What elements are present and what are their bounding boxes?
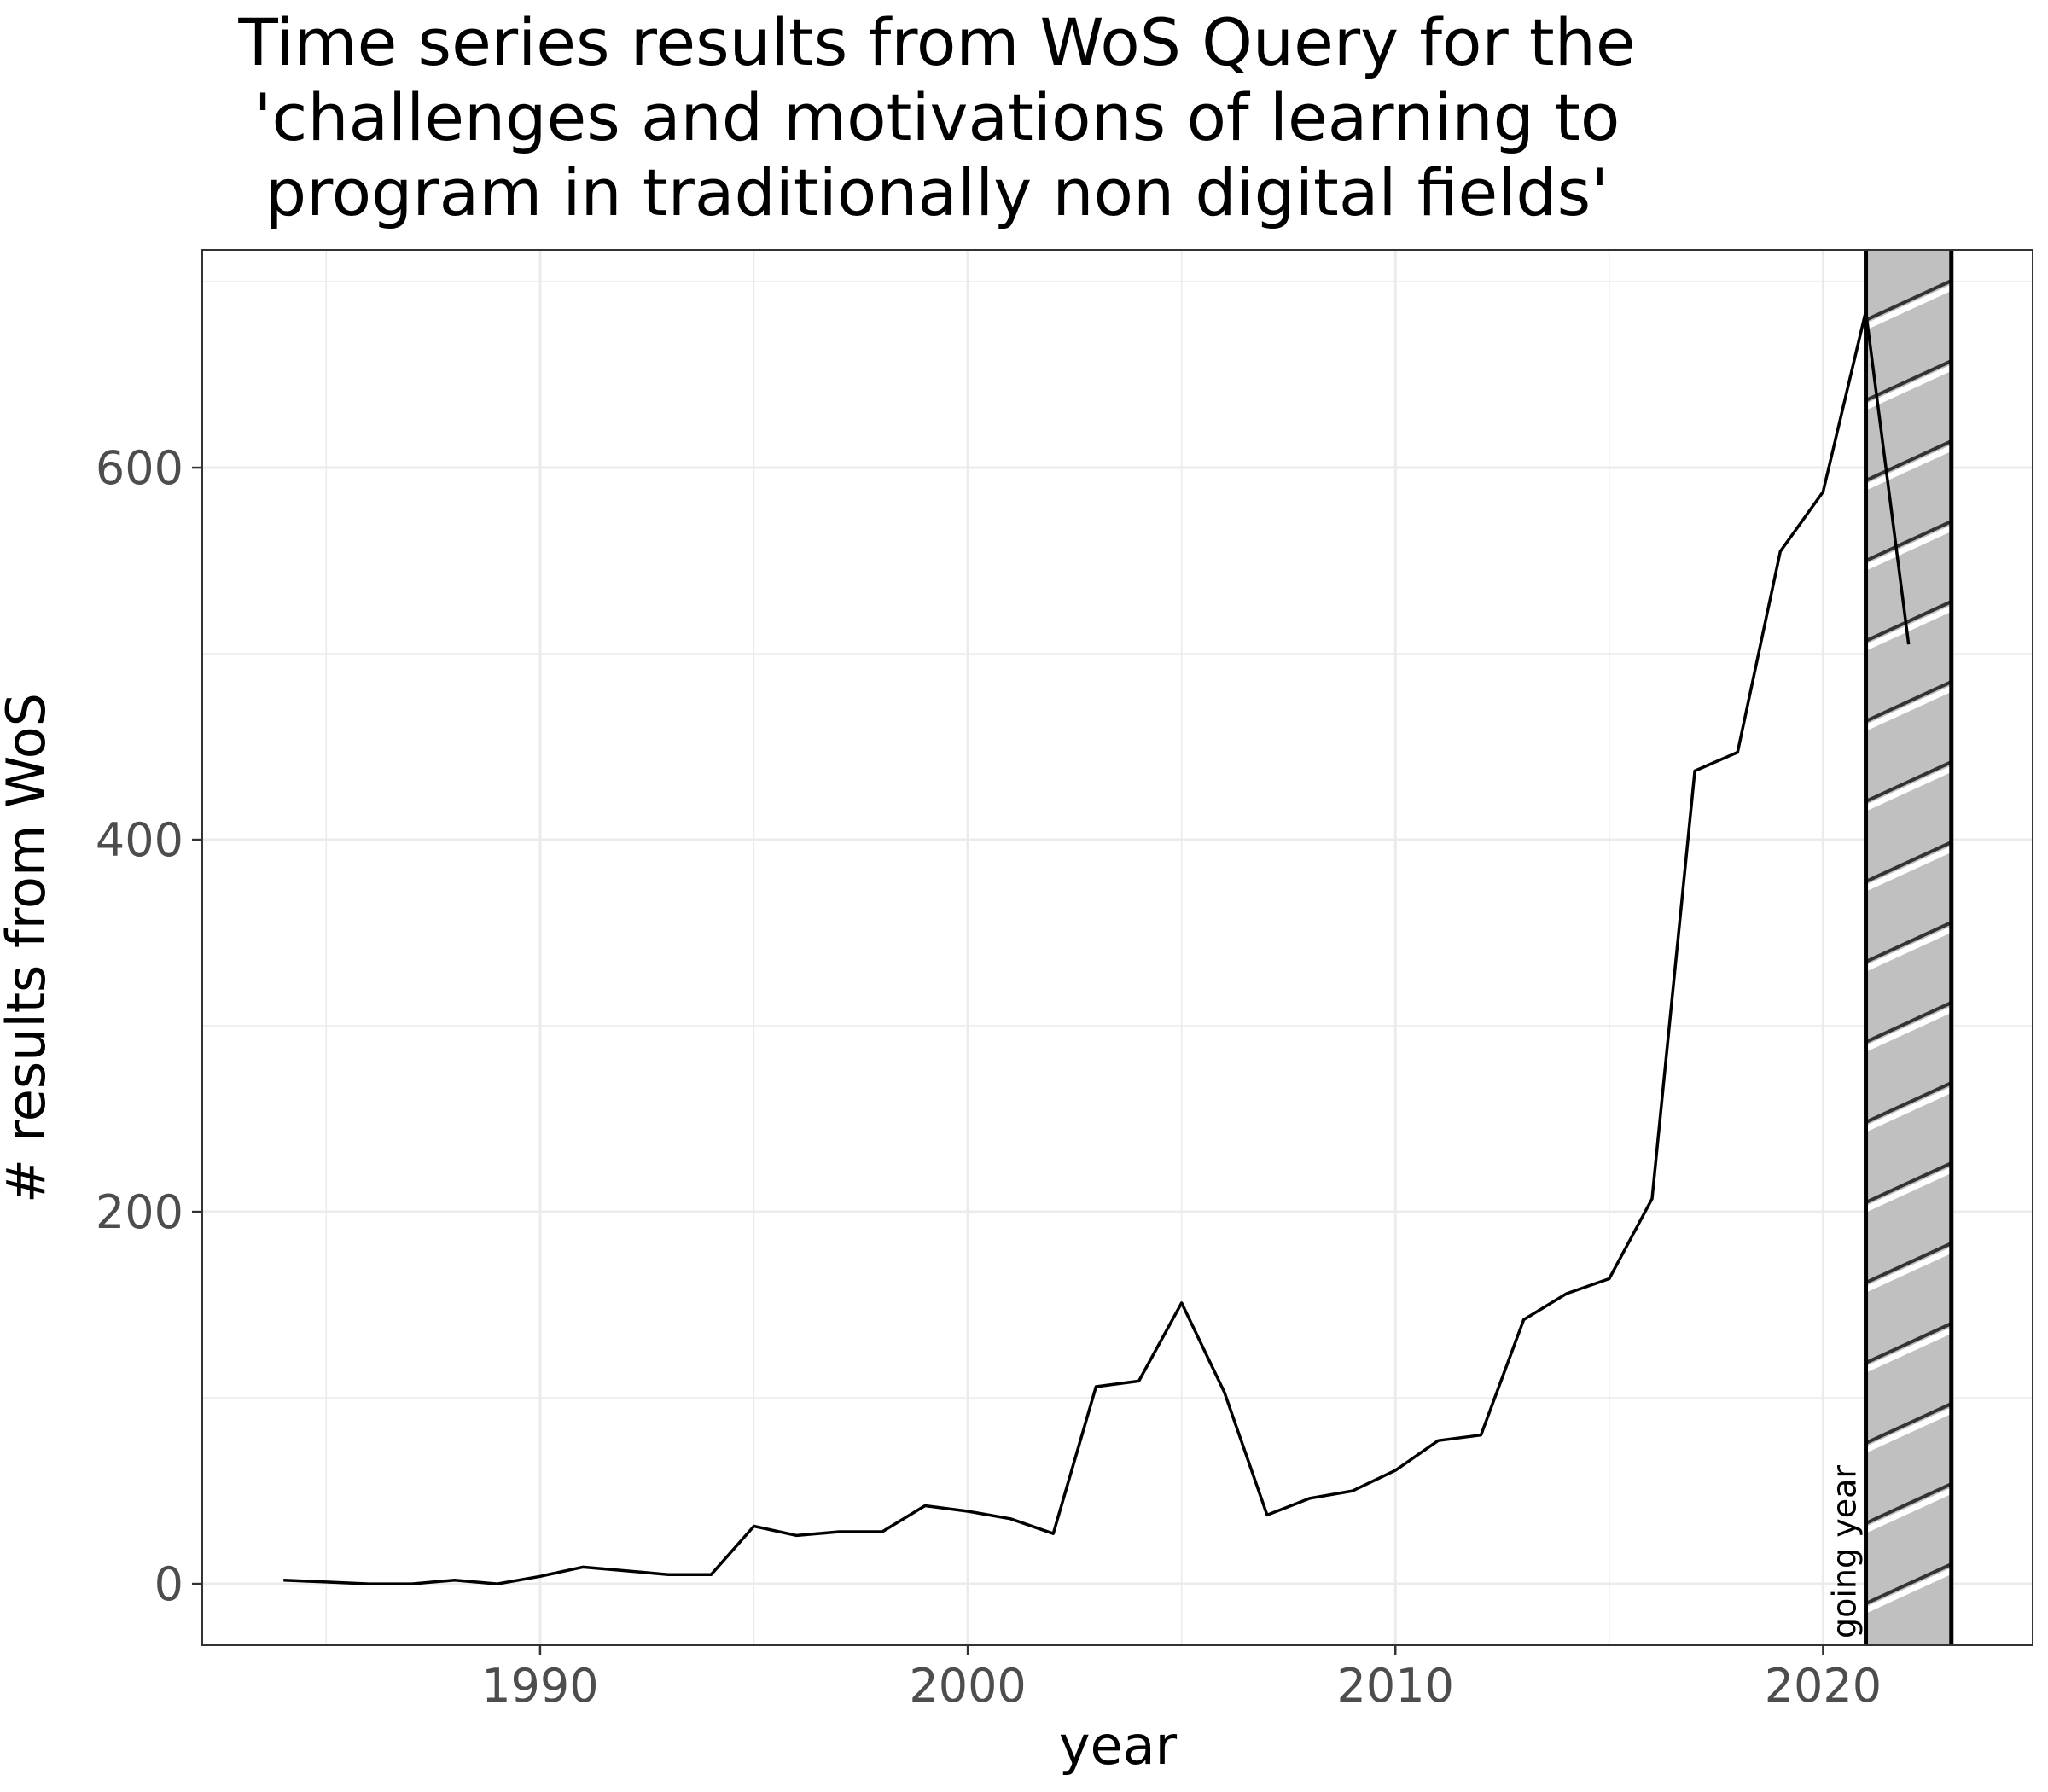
chart-title: Time series results from WoS Query for t… <box>237 4 1635 230</box>
stripe-highlight <box>1865 445 1952 491</box>
stripe <box>1865 1081 1952 1124</box>
stripe-highlight <box>1865 1247 1952 1293</box>
stripe <box>1865 1482 1952 1525</box>
stripe-highlight <box>1865 1568 1952 1614</box>
stripe <box>1865 359 1952 402</box>
stripe-highlight <box>1865 765 1952 812</box>
x-tick-label: 2010 <box>1337 1659 1454 1713</box>
stripe-highlight <box>1865 685 1952 731</box>
y-axis-title: # results from WoS <box>0 693 57 1203</box>
stripe <box>1865 760 1952 803</box>
shaded-region-label: going year <box>1826 1465 1864 1638</box>
stripe-highlight <box>1865 926 1952 972</box>
shaded-region: going year <box>1826 250 1954 1645</box>
title-line-3: program in traditionally non digital fie… <box>265 154 1609 230</box>
stripe-highlight <box>1865 284 1952 330</box>
stripe-highlight <box>1865 1487 1952 1533</box>
stripe-highlight <box>1865 846 1952 892</box>
stripe <box>1865 600 1952 643</box>
stripe-highlight <box>1865 525 1952 571</box>
stripe <box>1865 1242 1952 1284</box>
axis-ticks: 1990 2000 2010 2020 0 200 400 600 <box>96 441 1882 1713</box>
stripe-highlight <box>1865 605 1952 651</box>
stripe <box>1865 279 1952 322</box>
stripe <box>1865 1161 1952 1204</box>
stripe <box>1865 520 1952 562</box>
stripe-highlight <box>1865 1006 1952 1052</box>
stripe <box>1865 921 1952 963</box>
stripe-highlight <box>1865 364 1952 410</box>
series-layer <box>283 310 1911 1585</box>
y-tick-label: 0 <box>154 1557 183 1611</box>
y-tick-label: 400 <box>96 813 183 867</box>
title-line-2: 'challenges and motivations of learning … <box>254 79 1620 155</box>
stripe <box>1865 1001 1952 1044</box>
stripe <box>1865 1322 1952 1364</box>
plot-panel <box>202 250 2033 1645</box>
gridlines <box>202 250 2033 1645</box>
title-line-1: Time series results from WoS Query for t… <box>237 4 1635 80</box>
stripe <box>1865 439 1952 482</box>
shaded-region-stripes <box>1865 279 1952 1645</box>
x-tick-label: 1990 <box>481 1659 598 1713</box>
y-tick-label: 200 <box>96 1185 183 1239</box>
stripe <box>1865 680 1952 723</box>
stripe-highlight <box>1865 1327 1952 1373</box>
stripe <box>1865 1402 1952 1445</box>
x-tick-label: 2000 <box>909 1659 1026 1713</box>
stripe-highlight <box>1865 1167 1952 1213</box>
stripe <box>1865 841 1952 883</box>
plot-border <box>201 249 2033 1646</box>
x-tick-label: 2020 <box>1765 1659 1882 1713</box>
stripe-highlight <box>1865 1086 1952 1132</box>
stripe-highlight <box>1865 1407 1952 1453</box>
stripe <box>1865 1562 1952 1605</box>
series-line <box>283 310 1911 1585</box>
y-tick-label: 600 <box>96 441 183 495</box>
x-axis-title: year <box>1059 1714 1178 1777</box>
